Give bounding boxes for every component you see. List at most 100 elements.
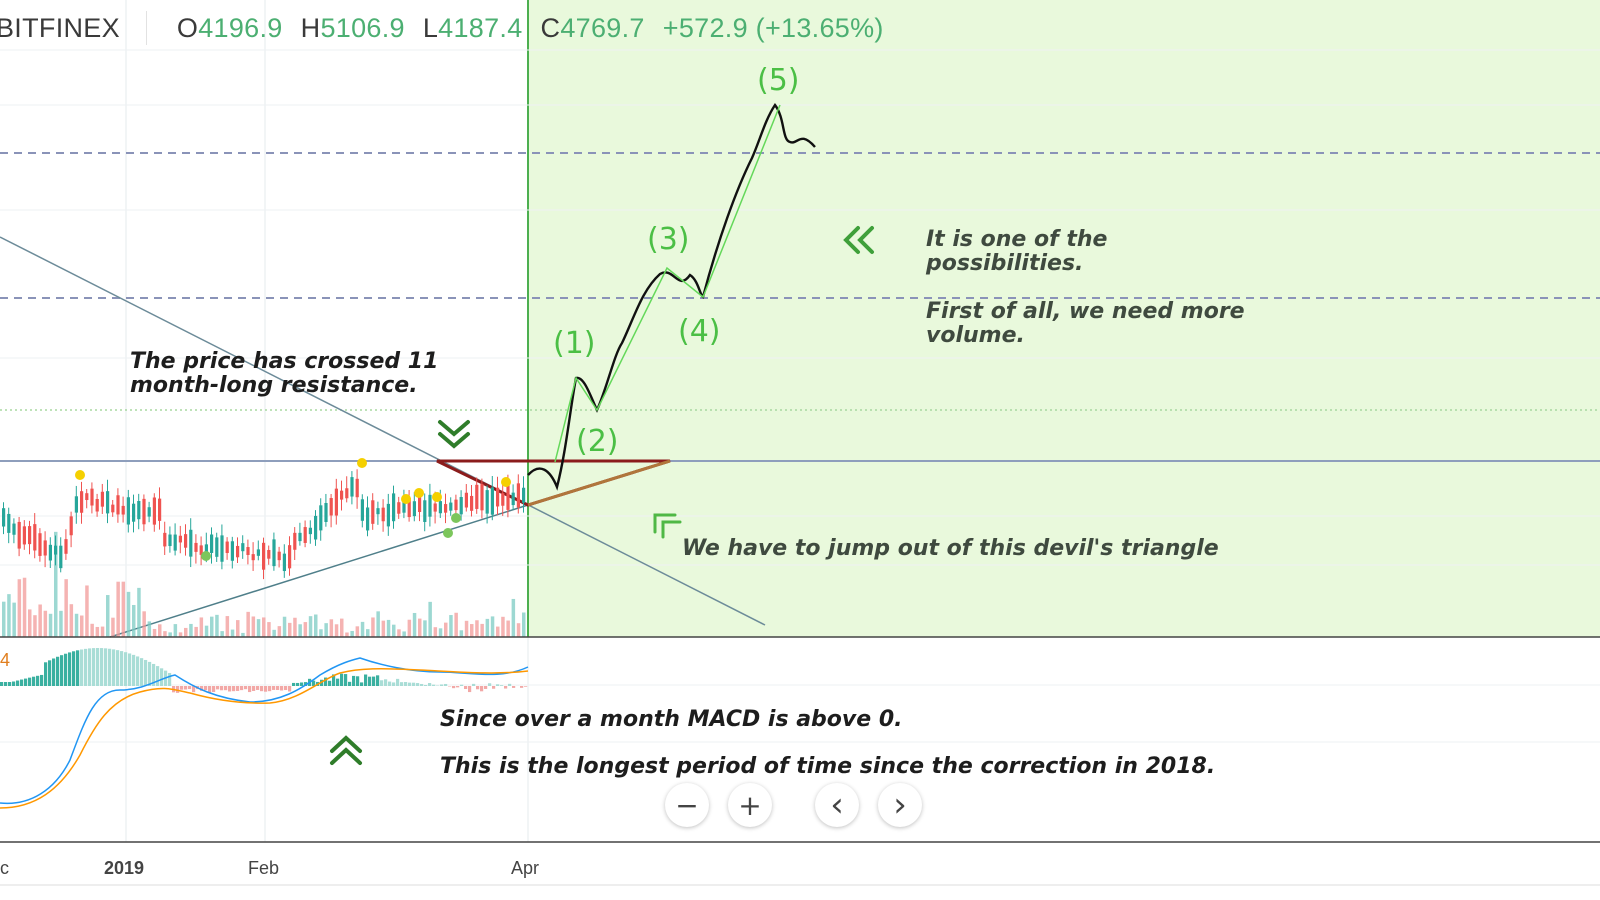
macd-histogram-bar (324, 677, 328, 686)
volume-bar (64, 579, 68, 637)
volume-bar (184, 627, 188, 637)
volume-bar (381, 620, 386, 637)
volume-bar (33, 615, 37, 637)
volume-bar (324, 623, 328, 637)
low-label: L (422, 12, 439, 43)
macd-histogram-bar (496, 684, 500, 686)
macd-histogram-bar (40, 674, 44, 686)
volume-bar (90, 623, 94, 637)
volume-bar (496, 626, 500, 637)
macd-histogram-bar (260, 686, 264, 692)
volume-bar (106, 595, 110, 637)
candle-body (303, 527, 307, 543)
volume-bar (293, 617, 297, 637)
volume-bar (194, 626, 198, 637)
candle-body (2, 508, 6, 527)
macd-histogram-bar (292, 682, 296, 686)
candle-body (236, 545, 240, 558)
volume-bar (28, 609, 32, 637)
annotation-macd-line1: Since over a month MACD is above 0. (440, 707, 903, 732)
candlesticks (2, 469, 526, 580)
macd-histogram-bar (84, 648, 88, 686)
zoom-out-button[interactable]: − (665, 783, 709, 827)
close-value: 4769.7 (560, 12, 645, 43)
volume-bar (158, 624, 162, 637)
volume-bar (350, 630, 354, 637)
macd-histogram-bar (32, 676, 36, 686)
high-label: H (300, 12, 321, 43)
macd-histogram-bar (12, 681, 16, 686)
candle-body (241, 543, 245, 552)
macd-histogram-bar (144, 659, 148, 686)
volume-bar (449, 615, 453, 637)
volume-bar (22, 577, 27, 637)
volume-bar (267, 622, 271, 637)
volume-bar (54, 531, 58, 637)
volume-bar (371, 617, 375, 637)
macd-histogram-bar (208, 686, 212, 693)
axis-label-feb: Feb (248, 858, 280, 878)
axis-label-2019: 2019 (104, 858, 145, 878)
macd-histogram-bar (88, 648, 92, 686)
macd-histogram-bar (284, 686, 288, 691)
volume-bar (241, 632, 245, 637)
candle-body (314, 515, 318, 540)
macd-histogram-bar (16, 680, 20, 686)
candle-body (506, 485, 510, 510)
volume-bar (397, 629, 401, 637)
macd-histogram-bar (256, 686, 260, 690)
macd-histogram-bar (340, 673, 344, 686)
candle-body (199, 545, 203, 555)
candle-body (80, 491, 84, 513)
volume-bar (277, 626, 282, 637)
volume-bar (355, 626, 360, 637)
macd-histogram-bar (352, 675, 356, 686)
macd-histogram-bar (244, 686, 248, 690)
annotation-macd-line2: This is the longest period of time since… (440, 754, 1216, 779)
macd-histogram-bar (304, 682, 308, 686)
projection-zone (528, 0, 1600, 637)
macd-histogram-bar (148, 661, 152, 686)
wave-label-4: (4) (678, 314, 721, 349)
macd-histogram-bar (60, 655, 64, 686)
volume-bar (38, 604, 42, 637)
macd-histogram-bar (272, 686, 276, 690)
volume-bar (7, 594, 11, 637)
symbol-label[interactable]: BITFINEX (0, 12, 120, 43)
macd-histogram-bar (8, 682, 12, 686)
macd-histogram-bar (276, 686, 280, 690)
macd-histogram-bar (248, 686, 252, 693)
candle-body (444, 504, 448, 513)
macd-histogram-bar (524, 686, 528, 687)
candle-body (59, 545, 63, 569)
macd-histogram-bar (508, 683, 512, 686)
candle-body (402, 499, 406, 513)
volume-bar (163, 631, 167, 637)
candle-body (194, 542, 198, 552)
volume-bar (485, 618, 490, 637)
volume-bar (511, 598, 516, 637)
candle-body (277, 551, 281, 561)
scroll-left-button[interactable]: ‹ (815, 783, 859, 827)
macd-histogram-bar (424, 684, 428, 686)
volume-bar (137, 587, 141, 637)
macd-histogram-bar (468, 686, 472, 693)
macd-histogram-bar (152, 663, 156, 686)
macd-histogram-bar (368, 676, 372, 686)
macd-histogram-bar (160, 668, 164, 686)
volume-bar (490, 616, 495, 637)
candle-body (376, 508, 380, 515)
zoom-in-button[interactable]: + (728, 783, 772, 827)
scroll-right-button[interactable]: › (878, 783, 922, 827)
candle-body (355, 478, 359, 498)
macd-histogram-bar (288, 686, 292, 692)
macd-histogram-bar (168, 672, 172, 686)
candle-body (470, 495, 474, 511)
volume-bar (126, 591, 131, 637)
volume-bar (464, 620, 469, 637)
volume-bar (522, 612, 526, 637)
candle-body (511, 492, 515, 506)
wave-label-2: (2) (576, 424, 619, 459)
